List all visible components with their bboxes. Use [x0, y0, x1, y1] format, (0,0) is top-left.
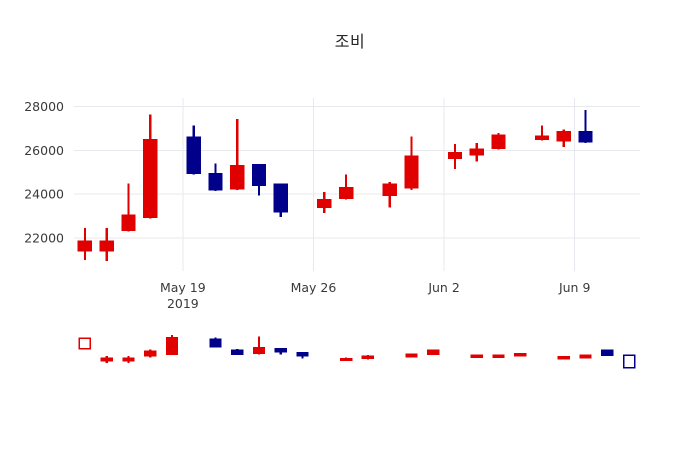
- candle-body: [208, 172, 223, 191]
- candle-body: [492, 354, 505, 358]
- candle-body: [556, 131, 571, 142]
- candle-body: [534, 135, 550, 141]
- candle-body: [470, 354, 483, 358]
- x-axis-tick-label: Jun 9: [558, 280, 591, 295]
- candle-body: [447, 152, 463, 159]
- candle-body: [274, 347, 287, 353]
- candle-body: [121, 214, 136, 231]
- candle-body: [338, 187, 354, 200]
- candle-body: [78, 337, 92, 350]
- candle-body: [361, 355, 375, 360]
- y-axis-tick-label: 28000: [24, 99, 64, 114]
- candle-body: [404, 155, 419, 189]
- candle-body: [405, 353, 418, 358]
- candle-body: [514, 352, 527, 357]
- candle-body: [579, 354, 592, 359]
- candle-body: [122, 357, 135, 362]
- candle-body: [186, 136, 201, 175]
- x-axis-tick-label: May 19: [160, 280, 206, 295]
- candle-body: [296, 352, 309, 357]
- candle-body: [231, 349, 244, 356]
- x-axis-year-label: 2019: [167, 296, 199, 311]
- y-axis-tick-label: 24000: [24, 187, 64, 202]
- y-axis-tick-label: 22000: [24, 230, 64, 245]
- chart-title: 조비: [334, 32, 366, 51]
- candle-body: [252, 346, 266, 355]
- candle-body: [273, 183, 288, 213]
- candle-body: [209, 338, 222, 348]
- candle-body: [100, 357, 113, 362]
- candle-body: [427, 349, 440, 356]
- candle-body: [144, 350, 157, 357]
- candle-body: [469, 148, 484, 156]
- candle-body: [339, 357, 353, 362]
- candle-body: [143, 138, 158, 218]
- y-axis-tick-label: 26000: [24, 143, 64, 158]
- price-candles: [77, 110, 593, 261]
- volume-candles: [78, 335, 636, 369]
- candle-body: [491, 134, 506, 149]
- x-axis-tick-label: May 26: [291, 280, 337, 295]
- x-axis-tick-label: Jun 2: [427, 280, 459, 295]
- candle-body: [77, 240, 93, 252]
- candle-body: [165, 336, 179, 356]
- candle-body: [230, 165, 245, 190]
- candle-body: [317, 199, 332, 208]
- price-gridlines: [74, 98, 640, 271]
- candle-body: [557, 356, 570, 360]
- y-axis-tick-labels: 22000 24000 26000 28000: [24, 99, 64, 245]
- candle-body: [601, 349, 614, 356]
- candle-body: [251, 164, 267, 187]
- candle-body: [382, 183, 397, 196]
- candle-body: [99, 240, 114, 252]
- candle-body: [578, 131, 593, 143]
- candle-body: [622, 354, 636, 369]
